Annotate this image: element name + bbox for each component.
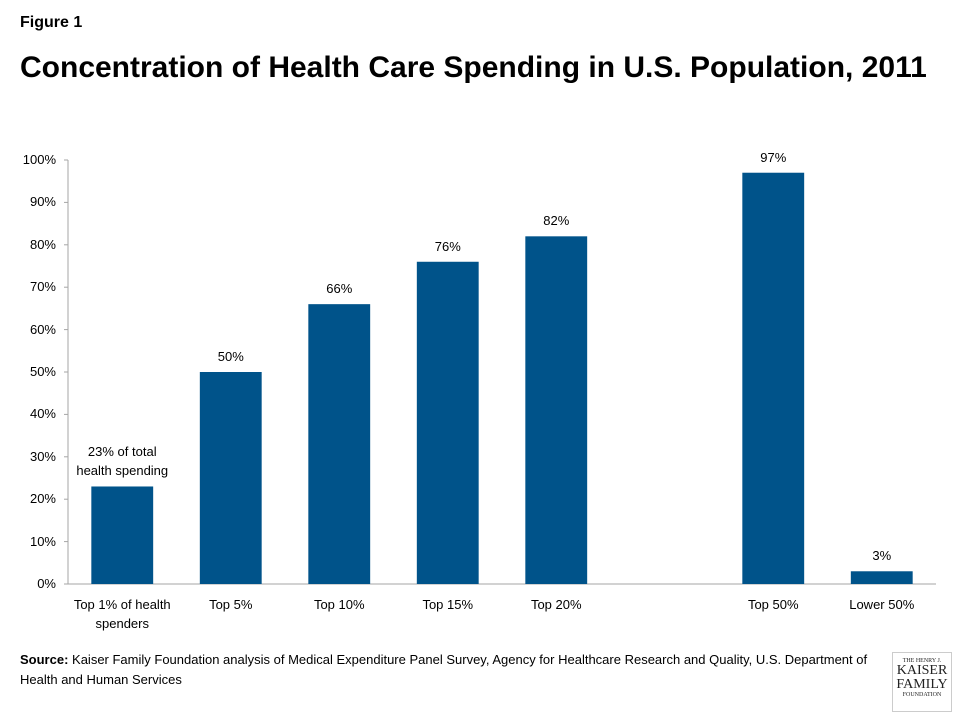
- x-tick-label: Top 5%: [209, 597, 253, 612]
- y-tick-label: 20%: [29, 491, 56, 507]
- y-tick-label: 50%: [29, 364, 56, 379]
- figure-label: Figure 1: [20, 14, 83, 31]
- y-tick-label: 70%: [29, 279, 56, 295]
- x-tick-label: Top 50%: [747, 597, 799, 612]
- value-label: 76%: [434, 238, 461, 254]
- bar: [742, 172, 805, 584]
- bar: [308, 304, 371, 584]
- value-label: 23% of total health spending: [76, 444, 169, 479]
- logo-line: THE HENRY J.: [902, 658, 942, 664]
- value-label: 82%: [543, 213, 570, 229]
- x-tick-label: Lower 50%: [849, 597, 915, 612]
- x-tick-label: Top 15%: [422, 597, 474, 612]
- x-tick-label: Top 1% of health spenders: [73, 597, 171, 631]
- logo-line: KAISER: [896, 663, 948, 678]
- logo-line: FOUNDATION: [902, 692, 942, 698]
- chart-title: Concentration of Health Care Spending in…: [20, 51, 927, 84]
- value-label: 66%: [326, 281, 353, 297]
- x-tick-label: Top 20%: [530, 597, 582, 612]
- value-label: 3%: [872, 548, 892, 564]
- x-tick-label: Top 10%: [313, 597, 365, 612]
- bar: [199, 372, 262, 584]
- value-label: 97%: [760, 149, 787, 165]
- logo-line: FAMILY: [896, 677, 948, 692]
- source-label: Source:: [20, 652, 69, 667]
- y-tick-label: 60%: [29, 321, 56, 337]
- y-tick-label: 0%: [37, 576, 56, 591]
- value-label: 50%: [217, 349, 244, 364]
- y-tick-label: 10%: [29, 533, 56, 549]
- logo: THE HENRY J. KAISER FAMILY FOUNDATION: [892, 652, 952, 712]
- bar: [416, 261, 479, 584]
- bar: [850, 571, 913, 584]
- y-tick-label: 40%: [29, 406, 56, 422]
- bar: [525, 236, 588, 584]
- bar: [91, 486, 154, 584]
- y-tick-label: 30%: [29, 448, 56, 464]
- source: Source: Kaiser Family Foundation analysi…: [20, 650, 880, 690]
- source-text: Kaiser Family Foundation analysis of Med…: [20, 652, 868, 687]
- y-tick-label: 100%: [22, 152, 56, 167]
- y-tick-label: 90%: [29, 194, 56, 210]
- y-tick-label: 80%: [29, 236, 56, 252]
